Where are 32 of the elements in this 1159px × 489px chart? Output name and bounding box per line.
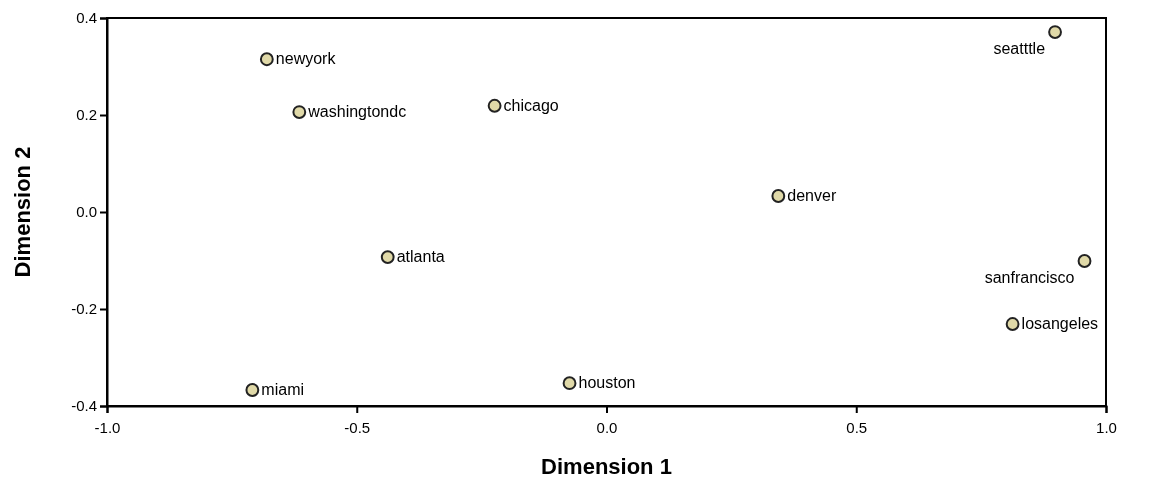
y-axis-title: Dimension 2 bbox=[10, 146, 35, 278]
point bbox=[1005, 317, 1020, 331]
annotation: sanfrancisco bbox=[984, 268, 1075, 286]
point bbox=[259, 52, 274, 67]
point bbox=[771, 189, 786, 203]
annotation: losangeles bbox=[1021, 315, 1099, 333]
point bbox=[1048, 25, 1062, 39]
point bbox=[1077, 254, 1092, 268]
y-tick-label: -0.4 bbox=[71, 397, 97, 415]
annotation: newyork bbox=[275, 50, 337, 68]
point bbox=[487, 98, 502, 113]
point bbox=[380, 250, 395, 265]
annotation: washingtondc bbox=[307, 103, 407, 121]
annotation: denver bbox=[787, 186, 837, 204]
y-tick-label: -0.2 bbox=[71, 300, 97, 318]
x-tick-label: -1.0 bbox=[94, 418, 121, 436]
annotation: seatttle bbox=[993, 40, 1046, 58]
y-tick-label: 0.2 bbox=[76, 106, 97, 124]
annotation: atlanta bbox=[396, 248, 445, 266]
annotation: miami bbox=[261, 380, 305, 398]
annotation: houston bbox=[578, 374, 636, 392]
x-tick-label: 0.0 bbox=[596, 418, 618, 436]
y-tick-label: 0.0 bbox=[76, 203, 97, 221]
point bbox=[292, 105, 307, 119]
y-tick-label: 0.4 bbox=[76, 9, 97, 27]
point bbox=[245, 383, 260, 397]
annotation: chicago bbox=[503, 96, 559, 114]
x-tick-label: 0.5 bbox=[846, 418, 868, 436]
x-axis-title: Dimension 1 bbox=[541, 454, 672, 479]
x-tick-label: 1.0 bbox=[1096, 418, 1117, 436]
point bbox=[562, 376, 577, 391]
x-tick-label: -0.5 bbox=[344, 418, 371, 436]
